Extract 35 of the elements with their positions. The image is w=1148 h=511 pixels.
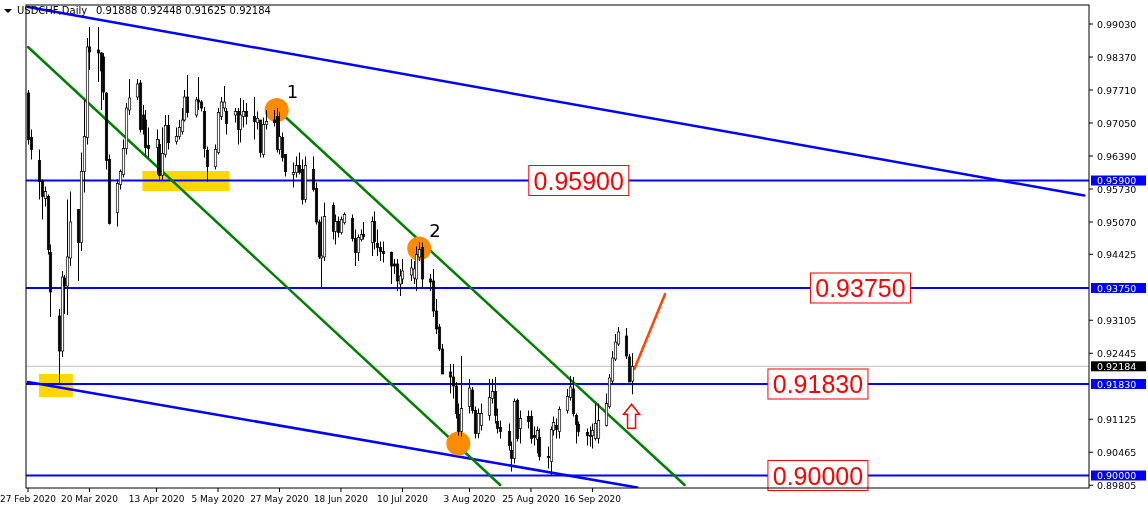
- x-tick-label: 16 Sep 2020: [563, 494, 622, 504]
- ref-line-label: 0.93750: [815, 274, 906, 302]
- x-tick-label: 13 Apr 2020: [128, 494, 185, 504]
- x-tick-label: 10 Jul 2020: [376, 494, 429, 504]
- x-tick-label: 18 Jun 2020: [313, 494, 369, 504]
- ref-line-label: 0.91830: [772, 370, 864, 398]
- y-tick-label: 0.97710: [1097, 84, 1137, 96]
- ref-line-label: 0.90000: [772, 461, 864, 490]
- y-tick-label: 0.89805: [1097, 479, 1137, 491]
- y-tick-label: 0.93105: [1097, 314, 1137, 326]
- ref-line-label: 0.92184: [1097, 360, 1137, 372]
- x-tick-label: 3 Aug 2020: [443, 494, 496, 504]
- x-tick-label: 5 May 2020: [191, 494, 245, 504]
- y-tick-label: 0.91125: [1097, 413, 1137, 425]
- x-tick-label: 20 Mar 2020: [60, 494, 119, 504]
- x-tick-label: 27 May 2020: [250, 494, 310, 504]
- x-tick-label: 27 Feb 2020: [0, 494, 57, 504]
- y-tick-label: 0.92445: [1097, 347, 1137, 359]
- annotation: 1: [286, 81, 299, 102]
- y-tick-label: 0.95730: [1097, 183, 1137, 195]
- y-tick-label: 0.99030: [1097, 18, 1137, 30]
- y-tick-label: 0.98370: [1097, 51, 1137, 63]
- y-tick-label: 0.90465: [1097, 446, 1137, 458]
- x-tick-label: 25 Aug 2020: [502, 494, 561, 504]
- text: 0.93750: [1097, 282, 1137, 294]
- annotation: 2: [429, 219, 441, 241]
- y-tick-label: 0.94425: [1097, 248, 1137, 260]
- chart-subtitle: 0.91888 0.92448 0.91625 0.92184: [96, 5, 271, 16]
- ref-line-label: 0.95900: [533, 166, 624, 195]
- y-tick-label: 0.97050: [1097, 117, 1137, 129]
- text: 0.91830: [1097, 378, 1137, 390]
- text: 0.90000: [1097, 470, 1137, 481]
- y-tick-label: 0.95070: [1097, 216, 1137, 228]
- text: 0.95900: [1097, 175, 1137, 186]
- y-tick-label: 0.96390: [1097, 150, 1137, 162]
